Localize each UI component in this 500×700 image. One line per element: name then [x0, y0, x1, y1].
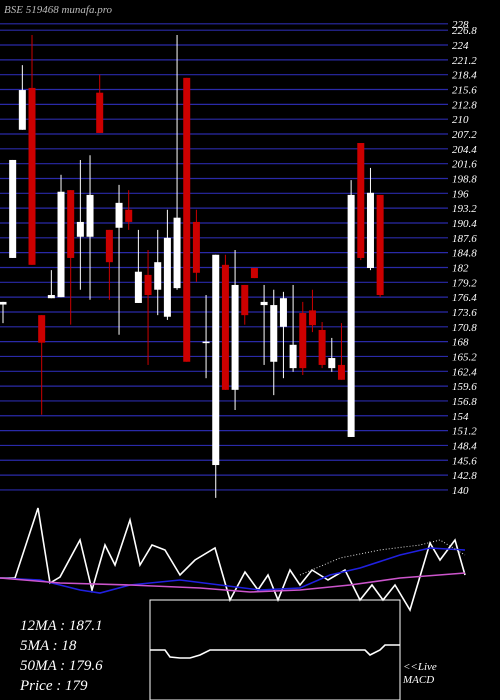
- candle-body: [376, 194, 384, 296]
- candle-body: [183, 77, 191, 362]
- candle-body: [202, 341, 210, 344]
- y-tick-label: 218.4: [452, 70, 477, 82]
- y-tick-label: 165.2: [452, 351, 477, 363]
- candle-body: [154, 262, 162, 290]
- y-tick-label: 176.4: [452, 292, 477, 304]
- y-tick-label: 151.2: [452, 426, 477, 438]
- indicator-line: [150, 644, 400, 659]
- indicator-line: [299, 539, 466, 576]
- ma-label: 5MA : 18: [20, 638, 77, 654]
- candle-body: [347, 194, 355, 437]
- y-tick-label: 179.2: [452, 277, 477, 289]
- indicator-line: [0, 547, 466, 594]
- candle-body: [86, 194, 94, 237]
- candle-body: [67, 190, 75, 258]
- candle-body: [260, 301, 268, 306]
- y-tick-label: 184.8: [452, 248, 477, 260]
- candle-body: [134, 271, 142, 303]
- candle-body: [250, 268, 258, 279]
- y-tick-label: 156.8: [452, 396, 477, 408]
- y-tick-label: 226.8: [452, 25, 477, 37]
- candle-body: [18, 90, 26, 130]
- candle-body: [0, 301, 7, 305]
- candle-body: [308, 310, 316, 326]
- candle-body: [318, 329, 326, 365]
- candle-body: [28, 87, 36, 265]
- ma-label: 12MA : 187.1: [20, 618, 103, 634]
- y-tick-label: 196: [452, 188, 469, 200]
- candle-body: [173, 217, 181, 289]
- chart-title: BSE 519468 munafa.pro: [4, 4, 113, 16]
- candle-body: [221, 264, 229, 390]
- y-tick-label: 190.4: [452, 218, 477, 230]
- candle-body: [163, 237, 171, 317]
- candle-body: [328, 358, 336, 369]
- candle-body: [115, 202, 123, 228]
- candle-body: [357, 143, 365, 258]
- y-tick-label: 170.8: [452, 322, 477, 334]
- ma-label: Price : 179: [19, 678, 88, 694]
- candle-body: [125, 209, 133, 222]
- candle-body: [289, 344, 297, 369]
- candle-body: [270, 305, 278, 362]
- candle-body: [212, 254, 220, 466]
- macd-label: MACD: [402, 674, 434, 686]
- y-tick-label: 212.8: [452, 99, 477, 111]
- y-tick-label: 221.2: [452, 55, 477, 67]
- y-tick-label: 187.6: [452, 233, 477, 245]
- candle-body: [38, 315, 46, 343]
- y-tick-label: 148.4: [452, 440, 477, 452]
- macd-label: <<Live: [403, 661, 437, 673]
- y-tick-label: 210: [452, 114, 469, 126]
- candle-body: [96, 92, 104, 133]
- y-tick-label: 168: [452, 337, 469, 349]
- y-tick-label: 142.8: [452, 470, 477, 482]
- y-tick-label: 201.6: [452, 159, 477, 171]
- indicator-line: [0, 572, 466, 593]
- candle-body: [241, 284, 249, 316]
- y-tick-label: 173.6: [452, 307, 477, 319]
- candle-body: [144, 274, 152, 296]
- candle-body: [57, 191, 65, 298]
- candle-body: [366, 192, 374, 269]
- y-tick-label: 162.4: [452, 366, 477, 378]
- candle-body: [9, 159, 17, 258]
- candle-body: [299, 313, 307, 369]
- candle-body: [337, 364, 345, 380]
- y-tick-label: 159.6: [452, 381, 477, 393]
- candle-body: [231, 284, 239, 390]
- ma-label: 50MA : 179.6: [20, 658, 103, 674]
- y-tick-label: 182: [452, 262, 469, 274]
- y-tick-label: 193.2: [452, 203, 477, 215]
- y-tick-label: 215.6: [452, 85, 477, 97]
- indicator-line: [0, 507, 466, 612]
- candle-body: [192, 221, 200, 273]
- y-tick-label: 224: [452, 40, 469, 52]
- candle-body: [76, 221, 84, 237]
- y-tick-label: 228: [452, 19, 469, 31]
- y-tick-label: 145.6: [452, 455, 477, 467]
- y-tick-label: 140: [452, 485, 469, 497]
- candle-body: [105, 229, 113, 263]
- candle-body: [279, 298, 287, 327]
- y-tick-label: 154: [452, 411, 469, 423]
- y-tick-label: 207.2: [452, 129, 477, 141]
- candle-body: [47, 295, 55, 299]
- y-tick-label: 204.4: [452, 144, 477, 156]
- y-tick-label: 198.8: [452, 173, 477, 185]
